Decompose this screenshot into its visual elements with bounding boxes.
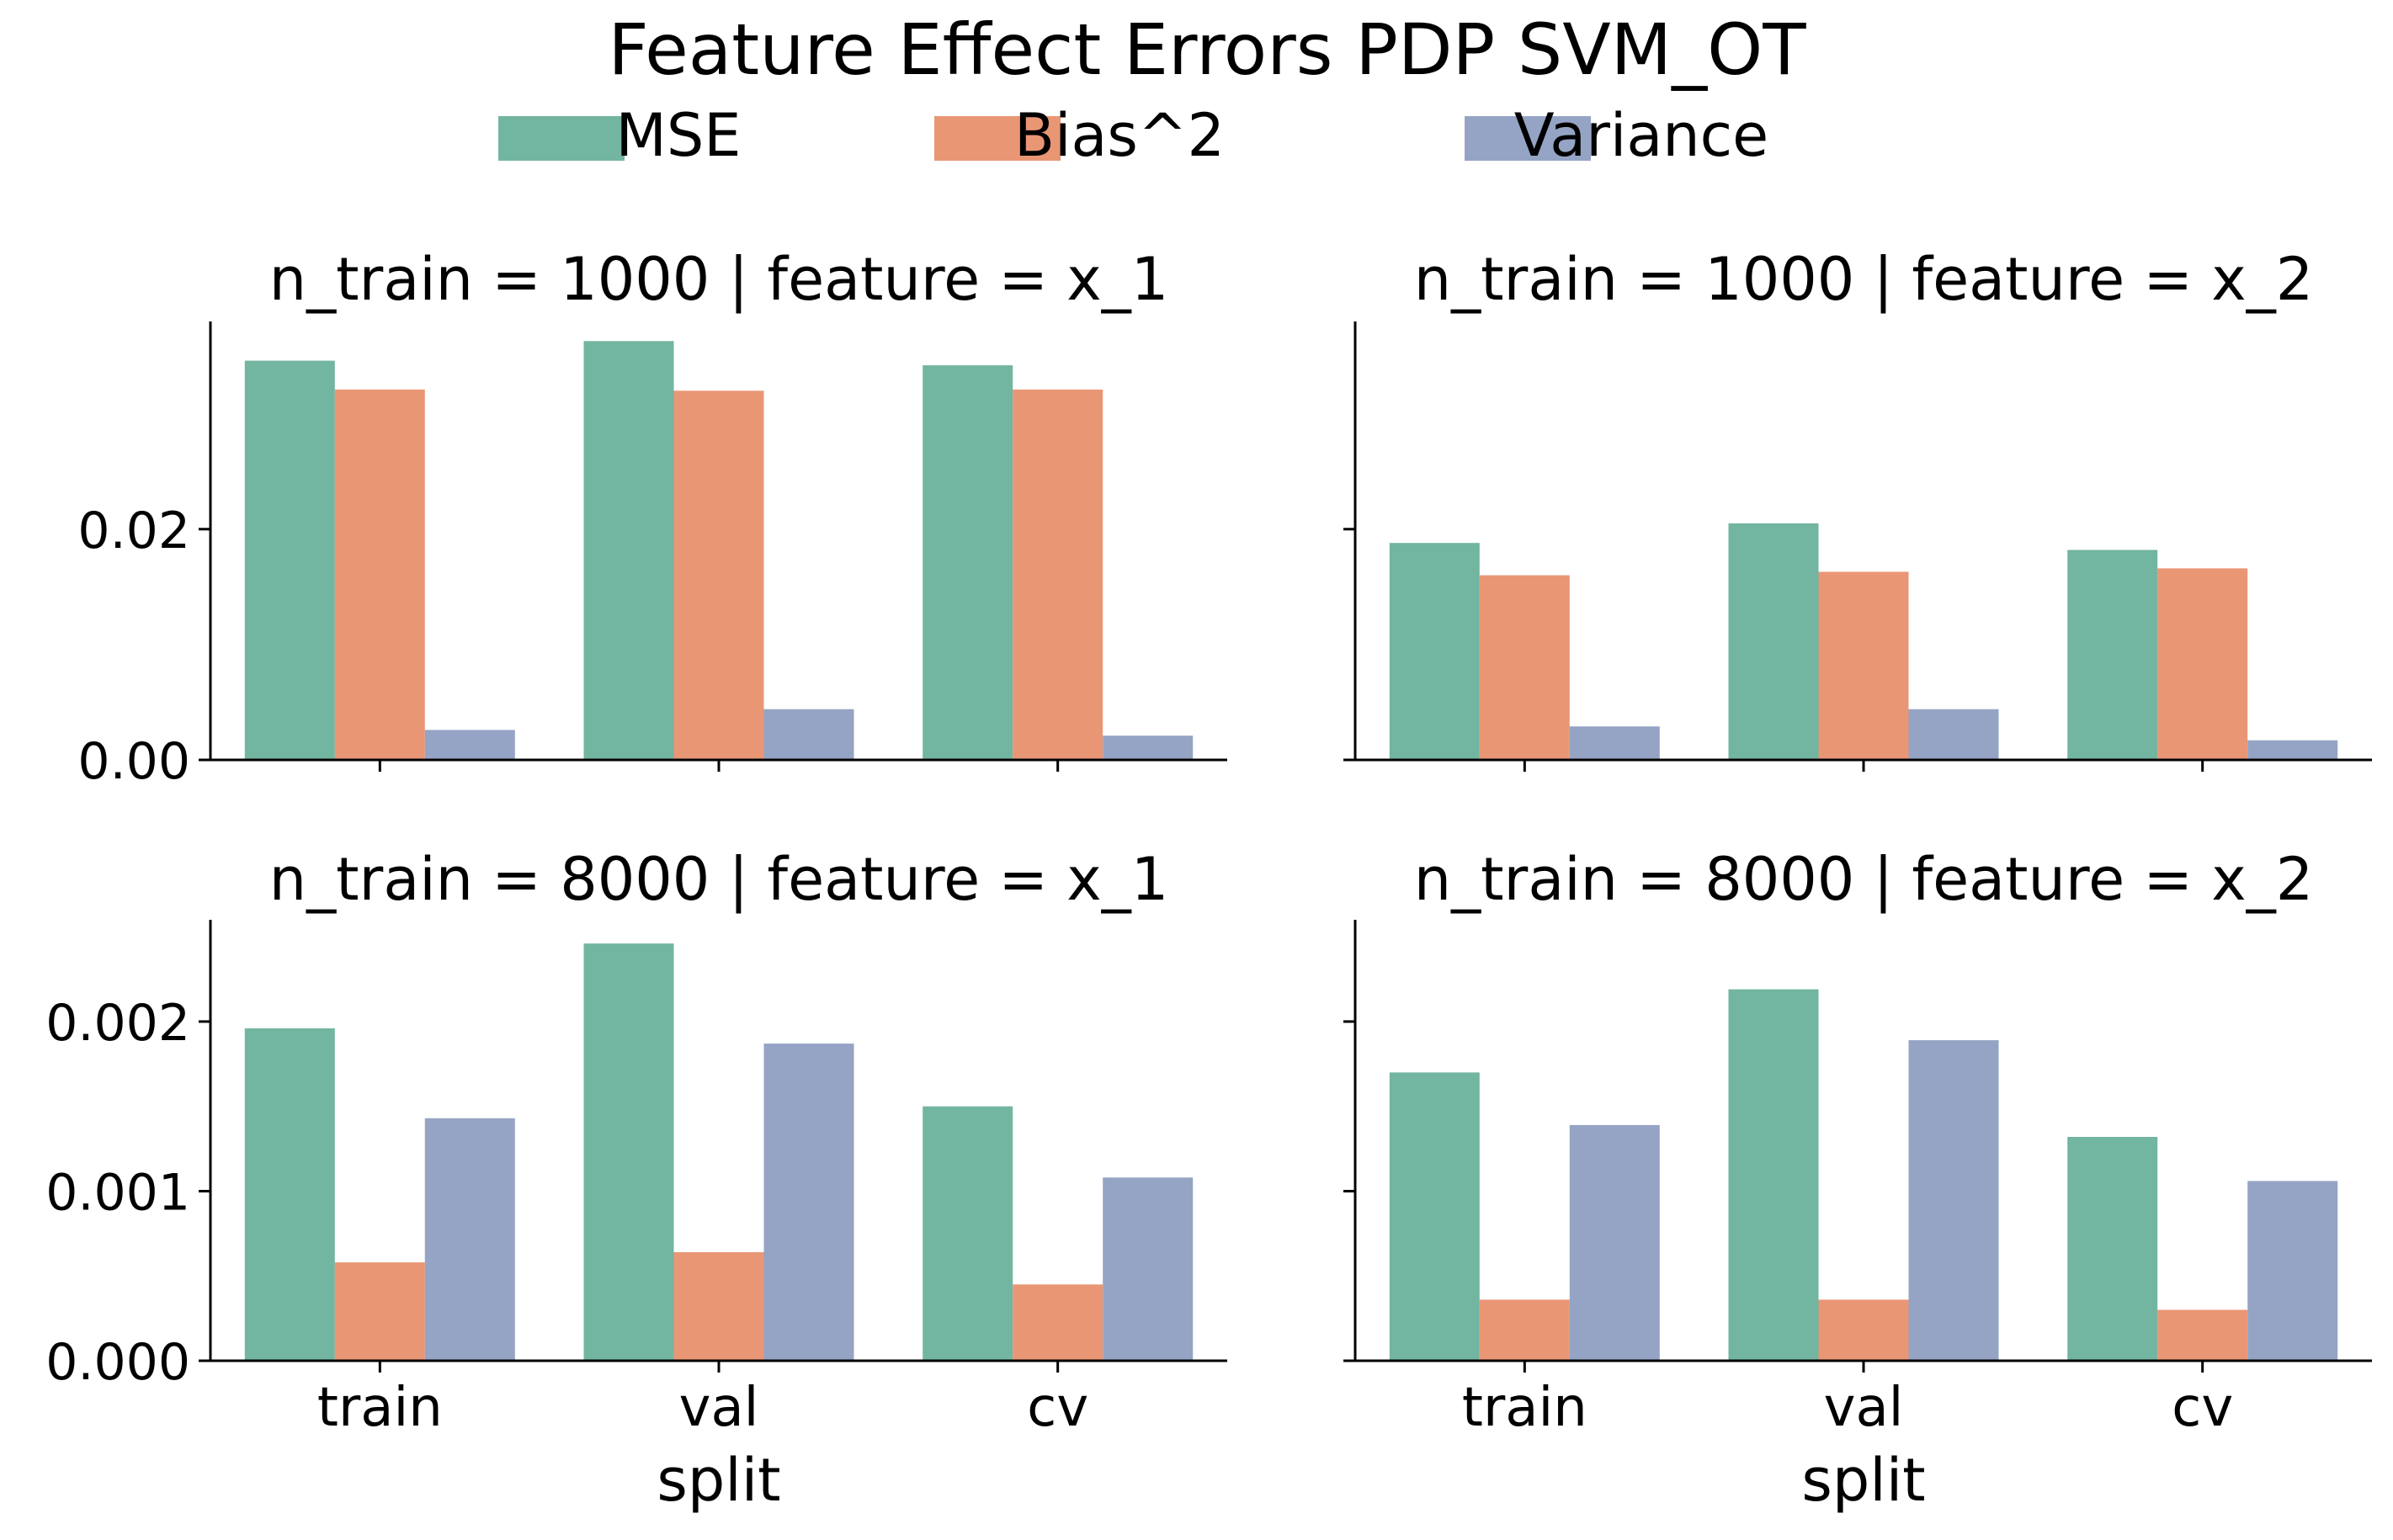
panel-title: n_train = 8000 | feature = x_2: [1414, 845, 2314, 914]
bar-variance-val: [1908, 1040, 1999, 1361]
panel-2: n_train = 1000 | feature = x_2: [1343, 245, 2372, 772]
legend: MSE Bias^2 Variance: [498, 101, 1768, 170]
y-tick-label: 0.000: [45, 1333, 190, 1392]
bar-variance-cv: [1103, 735, 1194, 760]
bar-mse-val: [583, 943, 674, 1361]
legend-item-mse: MSE: [498, 101, 742, 170]
bar-mse-cv: [2067, 550, 2158, 760]
bar-variance-train: [1569, 726, 1660, 760]
panel-1: 0.00 0.02 n_train = 1000 | feature = x_1: [77, 245, 1227, 791]
bar-bias-2-cv: [1013, 389, 1103, 760]
bar-bias-2-cv: [2157, 568, 2248, 760]
bar-bias-2-train: [334, 389, 425, 760]
y-tick-label: 0.00: [77, 732, 190, 791]
legend-swatch-variance: [1465, 116, 1591, 161]
bar-bias-2-val: [673, 1252, 764, 1361]
panel-4: train val cv n_train = 8000 | feature = x_2…: [1343, 845, 2372, 1515]
bar-mse-cv: [923, 1106, 1013, 1361]
figure-title: Feature Effect Errors PDP SVM_OT: [608, 8, 1806, 91]
bar-mse-train: [1389, 543, 1480, 760]
bar-variance-val: [763, 1043, 854, 1361]
bar-mse-train: [244, 360, 335, 760]
x-tick-label-train: train: [1462, 1377, 1587, 1439]
legend-label-variance: Variance: [1514, 101, 1768, 170]
bar-variance-cv: [2247, 1181, 2338, 1361]
bar-bias-2-train: [334, 1262, 425, 1361]
y-tick-label: 0.02: [77, 502, 190, 560]
bar-bias-2-cv: [1013, 1284, 1103, 1361]
bar-bias-2-cv: [2157, 1309, 2248, 1361]
bar-bias-2-train: [1479, 1299, 1570, 1361]
legend-swatch-mse: [498, 116, 625, 161]
bar-mse-val: [1728, 523, 1819, 760]
x-axis-label: split: [657, 1446, 780, 1515]
legend-item-bias-2: Bias^2: [934, 101, 1225, 170]
bar-bias-2-train: [1479, 575, 1570, 760]
y-tick-label: 0.001: [45, 1163, 190, 1222]
legend-swatch-bias-2: [934, 116, 1061, 161]
panel-title: n_train = 8000 | feature = x_1: [269, 845, 1169, 914]
legend-item-variance: Variance: [1465, 101, 1768, 170]
bar-variance-train: [424, 730, 515, 760]
bar-mse-val: [583, 341, 674, 760]
x-tick-label-cv: cv: [1027, 1377, 1088, 1439]
bar-bias-2-val: [1818, 571, 1909, 760]
bar-mse-cv: [923, 365, 1013, 760]
bar-mse-train: [1389, 1072, 1480, 1361]
bar-variance-val: [763, 709, 854, 760]
x-tick-label-val: val: [1824, 1377, 1904, 1439]
y-tick-label: 0.002: [45, 994, 190, 1053]
legend-label-bias-2: Bias^2: [1014, 101, 1225, 170]
bar-mse-val: [1728, 989, 1819, 1361]
bar-variance-train: [424, 1118, 515, 1361]
panel-title: n_train = 1000 | feature = x_1: [269, 245, 1169, 314]
legend-label-mse: MSE: [615, 101, 741, 170]
bar-variance-cv: [1103, 1177, 1194, 1361]
bar-variance-train: [1569, 1124, 1660, 1361]
x-tick-label-val: val: [679, 1377, 759, 1439]
bar-variance-cv: [2247, 740, 2338, 760]
bar-mse-cv: [2067, 1137, 2158, 1361]
bar-mse-train: [244, 1028, 335, 1361]
bar-bias-2-val: [1818, 1299, 1909, 1361]
panel-title: n_train = 1000 | feature = x_2: [1414, 245, 2314, 314]
chart-panels: 0.00 0.02 n_train = 1000 | feature = x_1 n_…: [45, 245, 2372, 1515]
panel-3: 0.000 0.001 0.002 train val cv n_train = 8000 …: [45, 845, 1227, 1515]
bar-bias-2-val: [673, 390, 764, 760]
x-axis-label: split: [1801, 1446, 1925, 1515]
x-tick-label-train: train: [317, 1377, 443, 1439]
x-tick-label-cv: cv: [2172, 1377, 2233, 1439]
bar-variance-val: [1908, 709, 1999, 760]
